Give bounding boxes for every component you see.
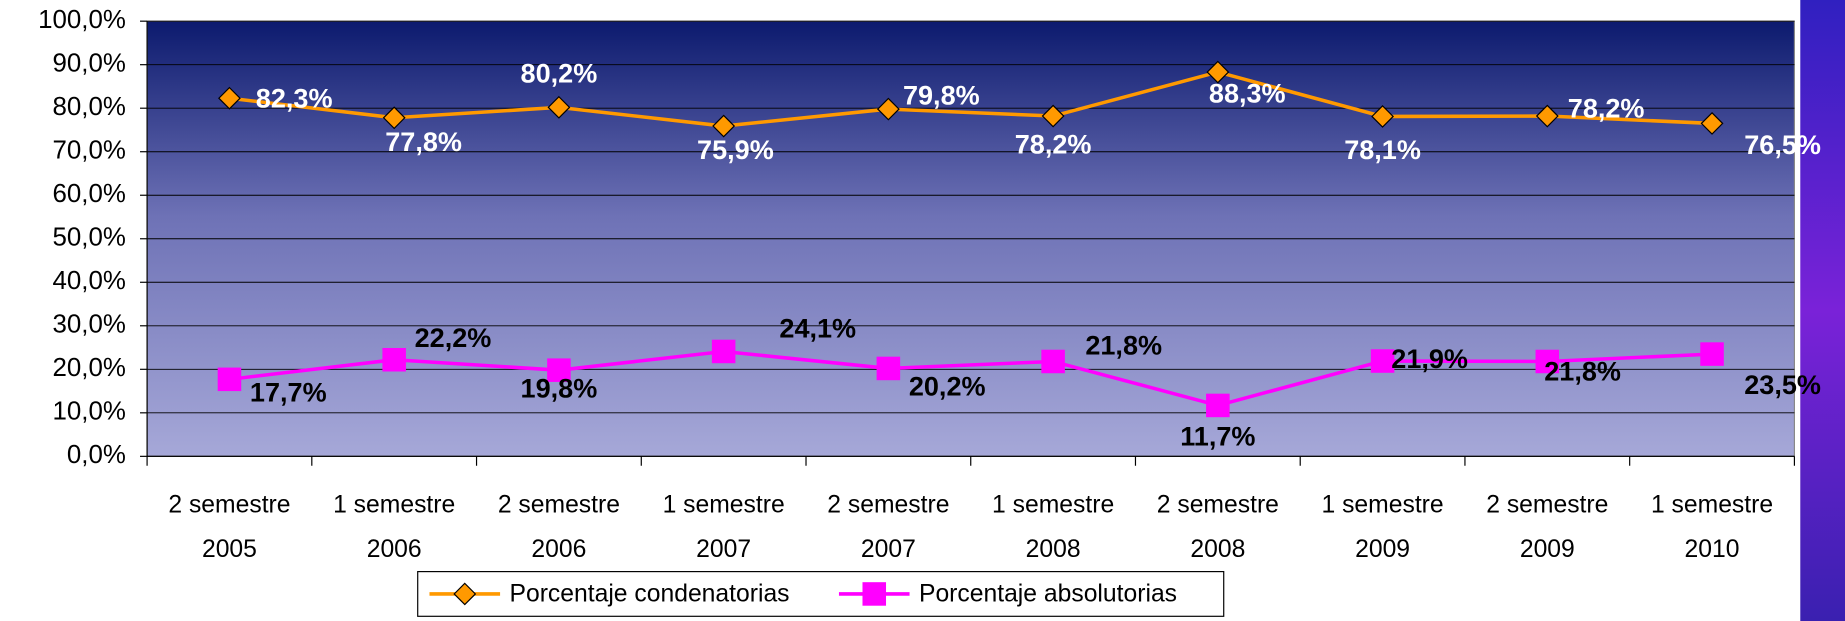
- x-tick-label: 2009: [1520, 536, 1575, 563]
- data-label: 19,8%: [521, 373, 598, 403]
- x-tick-label: 2007: [861, 536, 916, 563]
- x-tick-label: 2 semestre: [827, 491, 949, 518]
- x-tick-label: 2 semestre: [498, 491, 620, 518]
- x-tick-label: 1 semestre: [663, 491, 785, 518]
- data-label: 23,5%: [1744, 370, 1821, 400]
- marker: [1535, 349, 1560, 374]
- marker: [1535, 104, 1559, 128]
- y-tick-label: 0,0%: [67, 441, 126, 469]
- legend-marker: [453, 582, 477, 606]
- marker: [1041, 349, 1065, 374]
- data-label: 24,1%: [779, 313, 856, 343]
- marker: [1700, 342, 1724, 366]
- x-tick-label: 1 semestre: [1651, 491, 1773, 518]
- x-tick-label: 2008: [1026, 536, 1081, 563]
- y-tick-label: 90,0%: [53, 50, 126, 78]
- y-tick-label: 60,0%: [53, 180, 126, 208]
- y-tick-label: 20,0%: [53, 354, 126, 382]
- line: [229, 349, 1713, 408]
- legend-marker: [862, 582, 887, 606]
- data-label: 88,3%: [1209, 79, 1286, 109]
- x-tick-label: 1 semestre: [333, 491, 455, 518]
- x-tick-label: 2006: [531, 536, 586, 563]
- data-label: 21,8%: [1085, 331, 1162, 361]
- data-label: 22,2%: [415, 323, 492, 353]
- data-label: 79,8%: [903, 80, 980, 110]
- data-label: 75,9%: [697, 135, 774, 165]
- y-tick-label: 30,0%: [53, 311, 126, 339]
- y-tick-label: 50,0%: [53, 224, 126, 252]
- legend-label: Porcentaje condenatorias: [509, 581, 789, 608]
- data-label: 21,9%: [1391, 344, 1468, 374]
- x-tick-label: 1 semestre: [1321, 491, 1443, 518]
- x-tick-label: 2 semestre: [1157, 491, 1279, 518]
- marker: [547, 358, 571, 382]
- x-tick-label: 2 semestre: [168, 491, 290, 518]
- x-tick-label: 2008: [1190, 536, 1245, 563]
- y-tick-label: 100,0%: [38, 6, 126, 34]
- marker: [712, 114, 736, 138]
- marker: [1370, 349, 1395, 373]
- data-label: 78,2%: [1015, 130, 1092, 160]
- marker: [382, 106, 406, 130]
- x-tick-label: 2005: [202, 536, 257, 563]
- x-tick-label: 2010: [1685, 536, 1740, 563]
- data-label: 21,8%: [1544, 356, 1621, 386]
- marker: [876, 356, 901, 381]
- marker: [876, 97, 900, 121]
- x-tick-label: 1 semestre: [992, 491, 1114, 518]
- marker: [1206, 60, 1230, 84]
- y-tick-label: 40,0%: [53, 267, 126, 295]
- y-tick-label: 10,0%: [53, 398, 126, 426]
- marker: [1206, 393, 1230, 418]
- line: [229, 70, 1713, 128]
- x-tick-label: 2007: [696, 536, 751, 563]
- marker: [382, 347, 406, 372]
- legend-label: Porcentaje absolutorias: [919, 581, 1177, 608]
- data-label: 77,8%: [385, 127, 462, 157]
- x-tick-label: 2 semestre: [1486, 491, 1608, 518]
- data-label: 78,1%: [1344, 135, 1421, 165]
- y-tick-label: 80,0%: [53, 93, 126, 121]
- data-label: 80,2%: [521, 59, 598, 89]
- y-tick-label: 70,0%: [53, 137, 126, 165]
- data-label: 78,2%: [1568, 93, 1645, 123]
- marker: [1700, 112, 1724, 135]
- data-label: 20,2%: [909, 372, 986, 402]
- marker: [1041, 104, 1065, 128]
- x-tick-label: 2006: [367, 536, 422, 563]
- marker: [1371, 105, 1394, 128]
- marker: [218, 86, 241, 110]
- data-label: 17,7%: [250, 378, 327, 408]
- marker: [217, 367, 242, 392]
- side-band: [1800, 0, 1845, 621]
- data-label: 82,3%: [256, 84, 333, 114]
- legend-box: [417, 571, 1225, 617]
- marker: [711, 339, 736, 364]
- x-tick-label: 2009: [1355, 536, 1410, 563]
- marker: [547, 95, 571, 119]
- data-label: 11,7%: [1180, 422, 1255, 452]
- data-label: 76,5%: [1744, 130, 1821, 160]
